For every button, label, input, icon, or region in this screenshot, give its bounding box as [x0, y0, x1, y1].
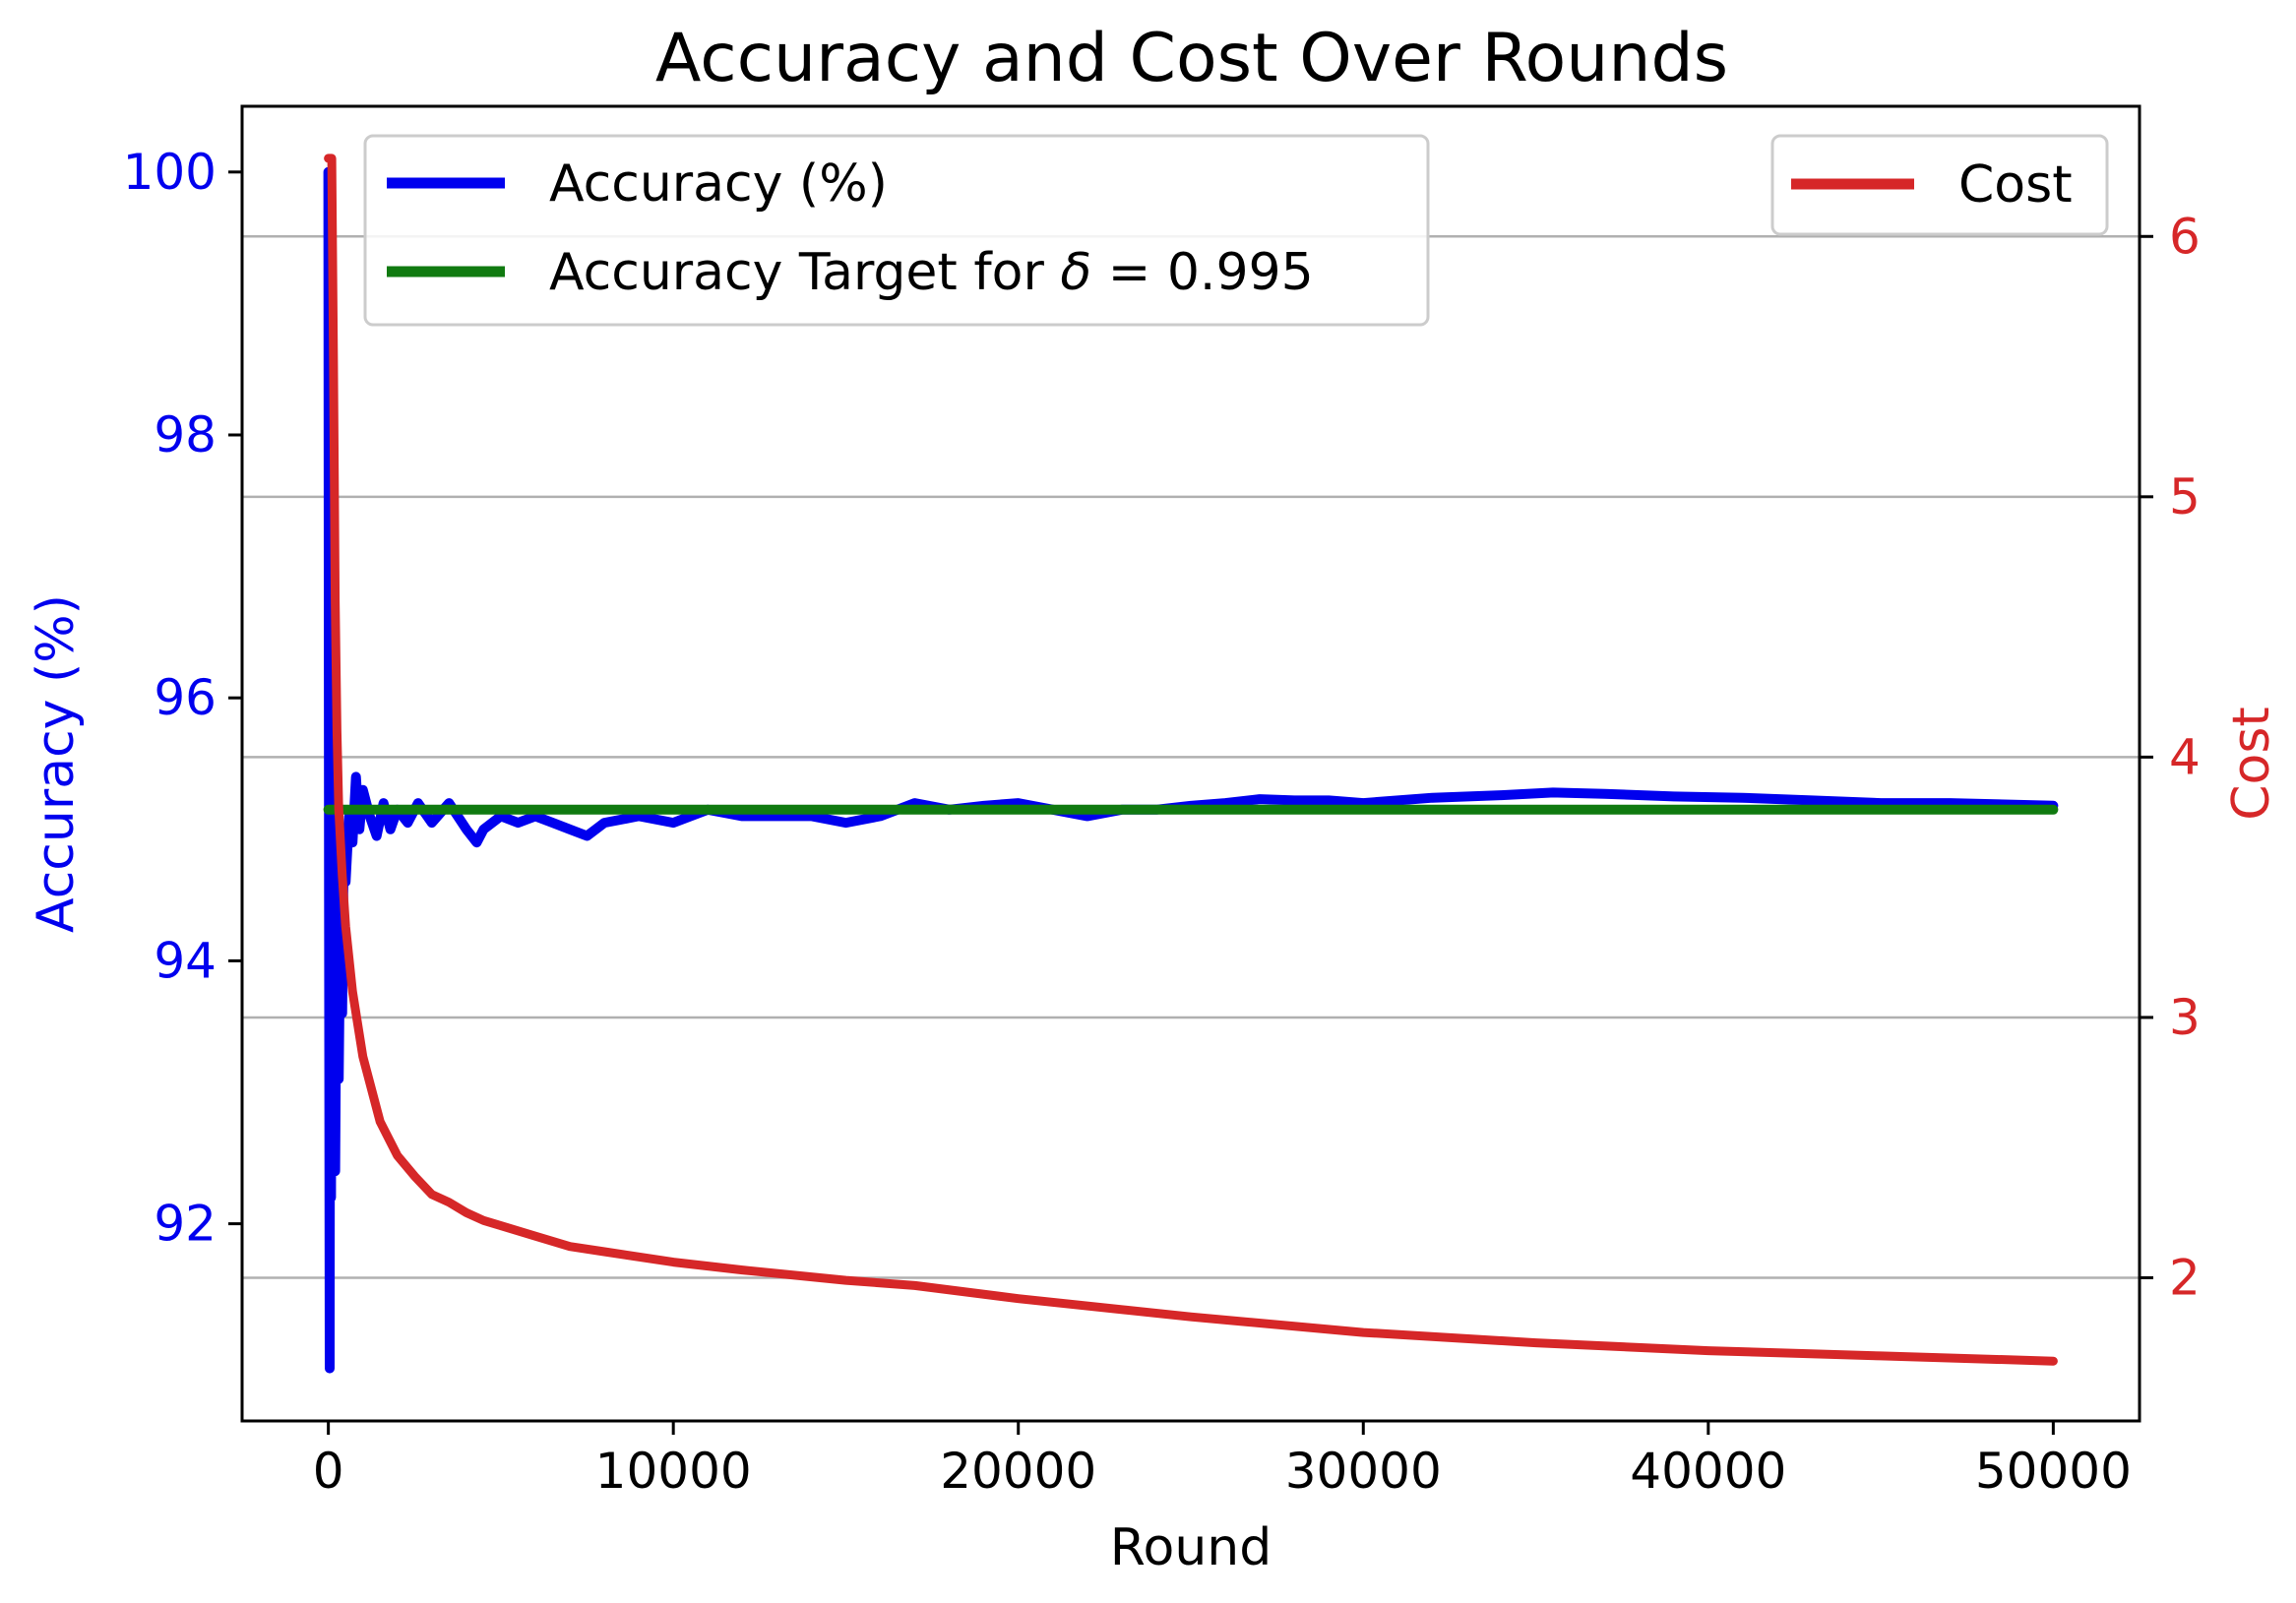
x-tick-label-3: 30000	[1285, 1443, 1442, 1500]
x-tick-label-5: 50000	[1975, 1443, 2132, 1500]
y-right-tick-label-4: 6	[2169, 208, 2201, 265]
plot-frame	[240, 104, 2141, 1423]
x-tick-label-1: 10000	[595, 1443, 752, 1500]
x-tick-label-2: 20000	[940, 1443, 1096, 1500]
series-line-2	[324, 154, 2058, 1366]
y-left-tick-label-3: 98	[154, 406, 217, 463]
y-right-tick-label-1: 3	[2169, 989, 2201, 1046]
legend-left-box	[363, 134, 1430, 327]
grid-lines	[242, 235, 2140, 1279]
y-right-axis-ticks: 2 3 4 5 6	[2140, 208, 2201, 1306]
y-left-axis-label: Accuracy (%)	[27, 594, 86, 933]
y-left-tick-label-4: 100	[123, 144, 217, 201]
legend-label-target: Accuracy Target for δ = 0.995	[549, 243, 1314, 302]
y-right-tick-label-0: 2	[2169, 1249, 2201, 1306]
y-left-tick-label-0: 92	[154, 1196, 217, 1253]
y-left-axis-ticks: 92 94 96 98 100	[123, 144, 242, 1253]
series-layer	[323, 154, 2059, 1374]
legend-right: Cost	[1770, 134, 2109, 236]
y-left-tick-label-1: 94	[154, 932, 217, 989]
x-axis-ticks: 0 10000 20000 30000 40000 50000	[313, 1421, 2132, 1500]
y-right-tick-label-2: 4	[2169, 728, 2201, 785]
legend-right-box	[1770, 134, 2109, 236]
x-axis-label: Round	[1110, 1518, 1272, 1577]
y-right-axis-label: Cost	[2222, 707, 2281, 821]
legend-label-cost: Cost	[1958, 155, 2073, 215]
y-right-tick-label-3: 5	[2169, 468, 2201, 525]
x-tick-label-4: 40000	[1630, 1443, 1786, 1500]
legend-label-accuracy: Accuracy (%)	[549, 154, 888, 214]
series-line-0	[323, 166, 2059, 1374]
y-left-tick-label-2: 96	[154, 669, 217, 726]
x-tick-label-0: 0	[313, 1443, 344, 1500]
chart-title: Accuracy and Cost Over Rounds	[655, 20, 1728, 97]
legend-left: Accuracy (%) Accuracy Target for δ = 0.9…	[363, 134, 1430, 327]
